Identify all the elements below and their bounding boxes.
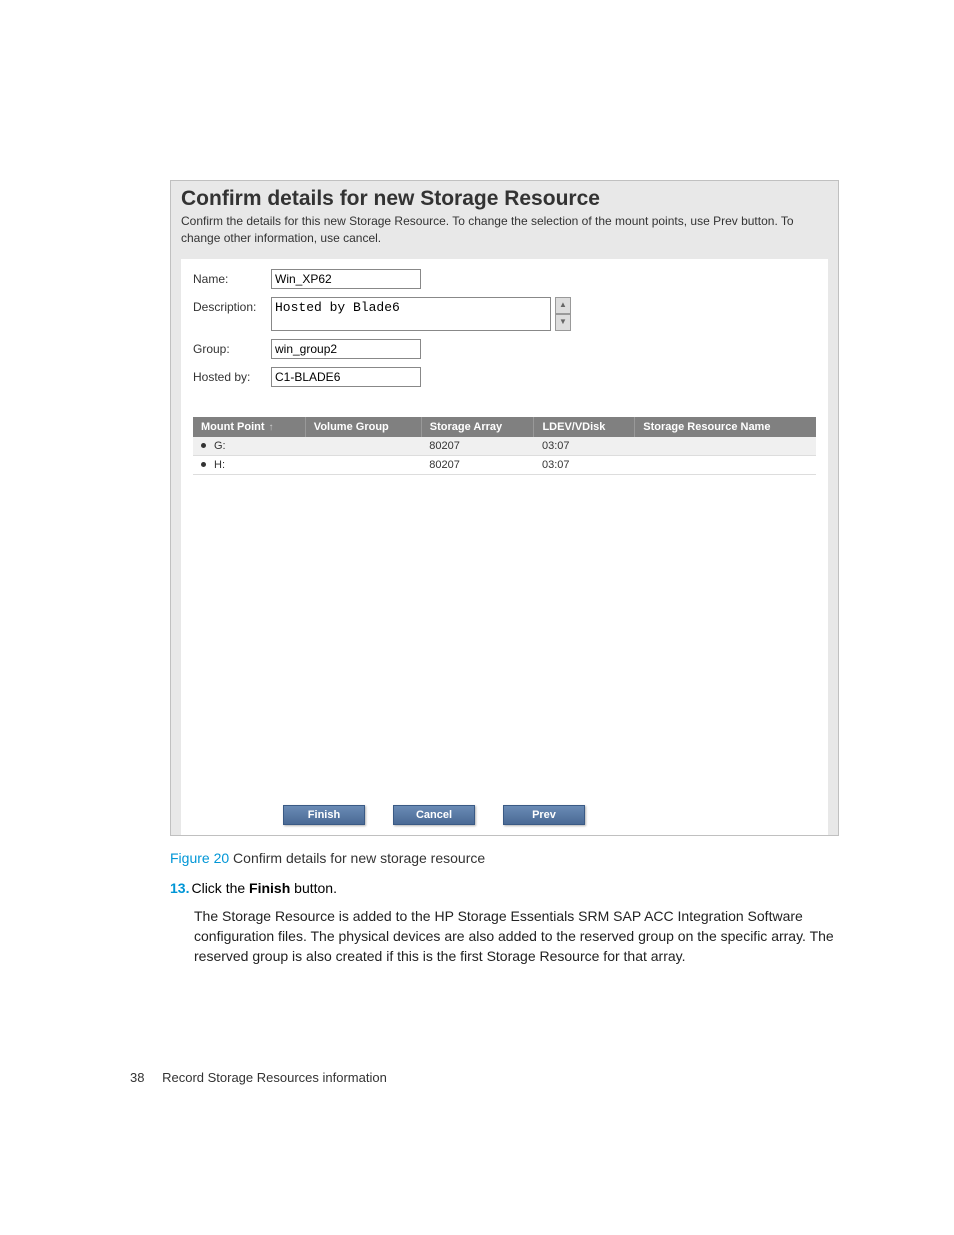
col-mount-point[interactable]: Mount Point↑ — [193, 417, 305, 437]
finish-button[interactable]: Finish — [283, 805, 365, 825]
col-resource-name[interactable]: Storage Resource Name — [635, 417, 816, 437]
cell-array: 80207 — [421, 455, 534, 474]
step-body-text: The Storage Resource is added to the HP … — [194, 906, 839, 967]
cell-ldev: 03:07 — [534, 455, 635, 474]
form-row-description: Description: ▲ ▼ — [193, 297, 816, 331]
figure-caption: Figure 20 Confirm details for new storag… — [170, 850, 839, 866]
group-input[interactable] — [271, 339, 421, 359]
cell-vg — [305, 437, 421, 456]
cell-array: 80207 — [421, 437, 534, 456]
cell-ldev: 03:07 — [534, 437, 635, 456]
panel-header: Confirm details for new Storage Resource… — [171, 181, 838, 251]
step-text-bold: Finish — [249, 880, 290, 896]
form-row-name: Name: — [193, 269, 816, 289]
scroll-up-icon[interactable]: ▲ — [555, 297, 571, 314]
mount-point-table: Mount Point↑ Volume Group Storage Array … — [193, 417, 816, 475]
figure-label: Figure 20 — [170, 850, 229, 866]
table-body: G: 80207 03:07 H: 80207 03:07 — [193, 437, 816, 475]
bullet-icon — [201, 443, 206, 448]
form-row-hostedby: Hosted by: — [193, 367, 816, 387]
name-label: Name: — [193, 269, 271, 286]
page-footer: 38 Record Storage Resources information — [130, 1070, 387, 1085]
scroll-down-icon[interactable]: ▼ — [555, 314, 571, 331]
col-ldev-vdisk[interactable]: LDEV/VDisk — [534, 417, 635, 437]
sort-arrow-icon: ↑ — [269, 422, 274, 433]
form-row-group: Group: — [193, 339, 816, 359]
table-row: G: 80207 03:07 — [193, 437, 816, 456]
cell-rname — [635, 455, 816, 474]
cell-rname — [635, 437, 816, 456]
step-number: 13. — [170, 880, 189, 896]
table-row: H: 80207 03:07 — [193, 455, 816, 474]
panel-subtitle: Confirm the details for this new Storage… — [181, 213, 828, 247]
cell-mount: G: — [193, 437, 305, 456]
step-13: 13.Click the Finish button. — [170, 880, 839, 896]
mount-point-table-area: Mount Point↑ Volume Group Storage Array … — [193, 417, 816, 795]
description-label: Description: — [193, 297, 271, 314]
textarea-scroll: ▲ ▼ — [555, 297, 571, 331]
description-textarea[interactable] — [271, 297, 551, 331]
hostedby-input[interactable] — [271, 367, 421, 387]
cancel-button[interactable]: Cancel — [393, 805, 475, 825]
form-area: Name: Description: ▲ ▼ Group: Hosted b — [181, 259, 828, 835]
bullet-icon — [201, 462, 206, 467]
col-volume-group[interactable]: Volume Group — [305, 417, 421, 437]
panel-title: Confirm details for new Storage Resource — [181, 187, 828, 211]
step-text-prefix: Click the — [191, 880, 249, 896]
table-spacer — [193, 475, 816, 795]
name-input[interactable] — [271, 269, 421, 289]
prev-button[interactable]: Prev — [503, 805, 585, 825]
cell-mount: H: — [193, 455, 305, 474]
group-label: Group: — [193, 339, 271, 356]
hostedby-label: Hosted by: — [193, 367, 271, 384]
page-number: 38 — [130, 1070, 144, 1085]
cell-vg — [305, 455, 421, 474]
confirm-storage-resource-panel: Confirm details for new Storage Resource… — [170, 180, 839, 836]
table-header-row: Mount Point↑ Volume Group Storage Array … — [193, 417, 816, 437]
section-title: Record Storage Resources information — [162, 1070, 387, 1085]
wizard-button-bar: Finish Cancel Prev — [193, 795, 816, 835]
col-storage-array[interactable]: Storage Array — [421, 417, 534, 437]
figure-text: Confirm details for new storage resource — [229, 850, 485, 866]
step-text-suffix: button. — [290, 880, 337, 896]
